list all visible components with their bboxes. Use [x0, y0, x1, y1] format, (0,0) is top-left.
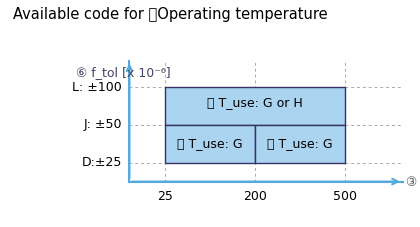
Bar: [165, 87, 345, 125]
Text: J: ±50: J: ±50: [84, 118, 122, 131]
Text: 25: 25: [158, 190, 173, 203]
Text: Available code for ⓈOperating temperature: Available code for ⓈOperating temperatur…: [13, 7, 327, 22]
Text: Ⓢ T_use: G or H: Ⓢ T_use: G or H: [207, 96, 303, 109]
Text: D:±25: D:±25: [82, 156, 122, 169]
Text: Ⓢ T_use: G: Ⓢ T_use: G: [267, 137, 333, 150]
Text: ③ fo [MHz]: ③ fo [MHz]: [406, 175, 420, 188]
Text: 500: 500: [333, 190, 357, 203]
Bar: [165, 125, 255, 163]
Bar: [255, 125, 345, 163]
Text: ⑥ f_tol [x 10⁻⁶]: ⑥ f_tol [x 10⁻⁶]: [76, 66, 170, 79]
Text: Ⓢ T_use: G: Ⓢ T_use: G: [177, 137, 243, 150]
Text: L: ±100: L: ±100: [73, 81, 122, 94]
Text: 200: 200: [243, 190, 267, 203]
